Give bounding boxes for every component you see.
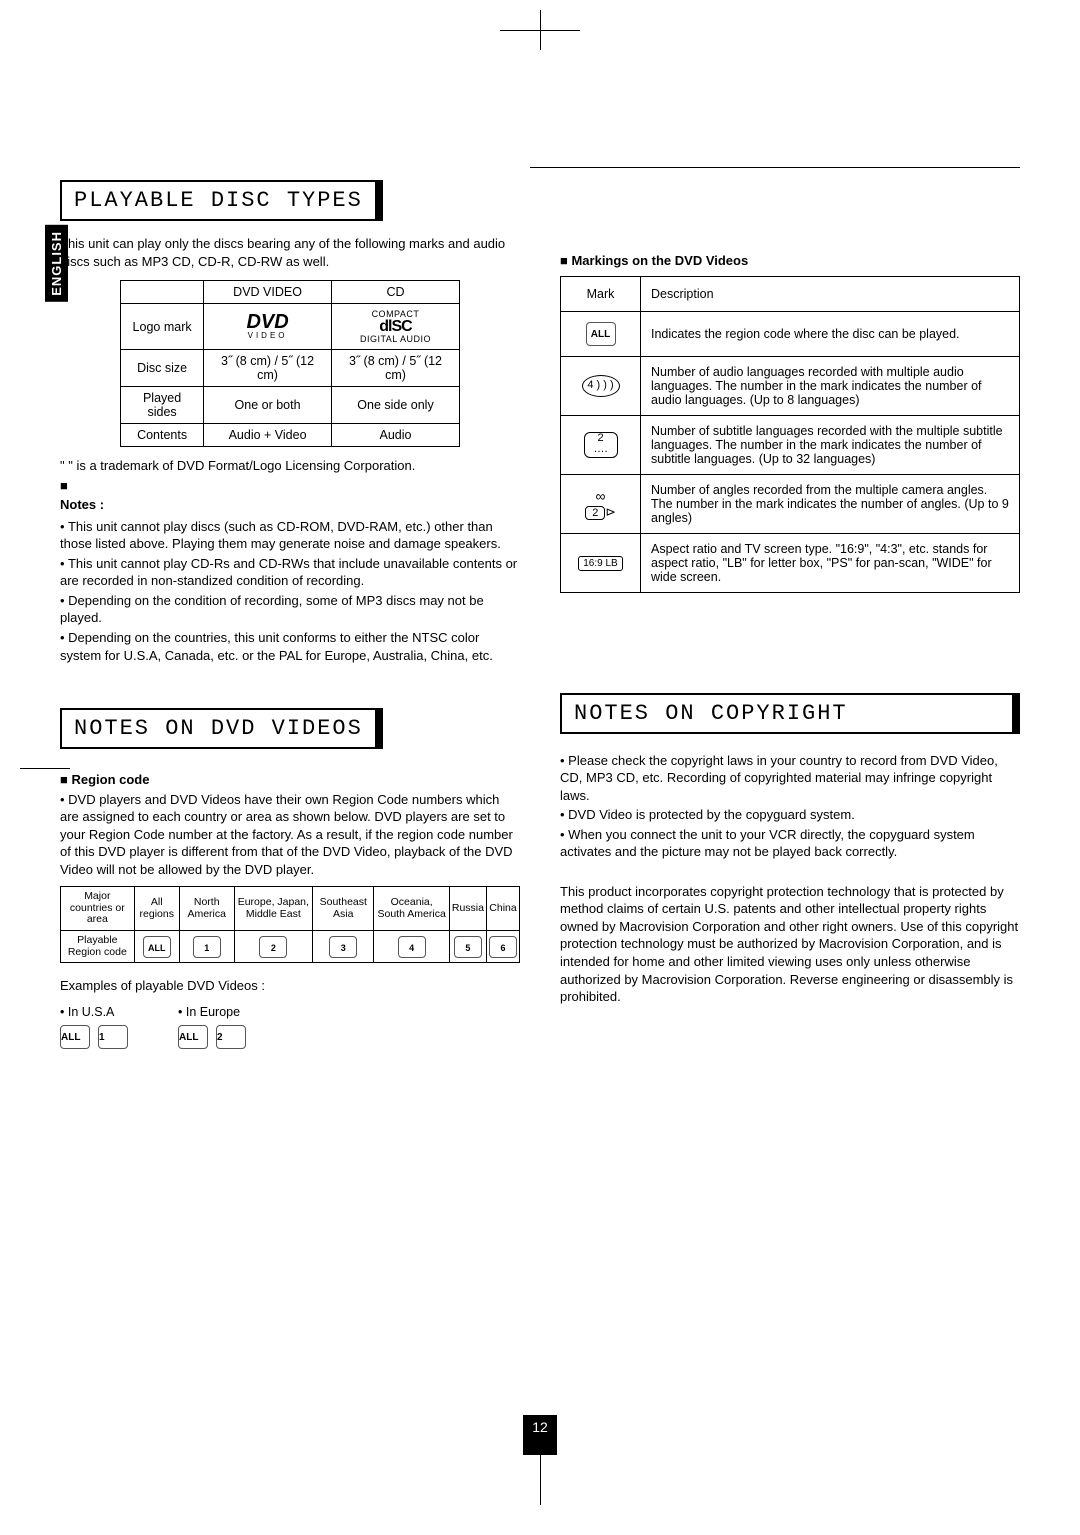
page-content: ENGLISH PLAYABLE DISC TYPES This unit ca… <box>60 180 1020 1049</box>
left-column: PLAYABLE DISC TYPES This unit can play o… <box>60 180 520 1049</box>
notes-label: Notes : <box>60 477 520 495</box>
markings-table: Mark Description ALL Indicates the regio… <box>560 276 1020 593</box>
copyright-b2: DVD Video is protected by the copyguard … <box>560 806 1020 824</box>
note-3: Depending on the condition of recording,… <box>60 592 520 627</box>
rt-h2: North America <box>179 887 234 931</box>
dvd-contents: Audio + Video <box>204 424 332 447</box>
row-sides-label: Played sides <box>121 387 204 424</box>
rt-row2-label: Playable Region code <box>61 931 135 963</box>
markings-head-desc: Description <box>641 276 1020 311</box>
ex-eu-all: ALL <box>178 1025 208 1049</box>
playable-notes: This unit cannot play discs (such as CD-… <box>60 518 520 664</box>
region-icon-6: 6 <box>489 936 517 958</box>
ex-usa-1: 1 <box>98 1025 128 1049</box>
mark1-icon: ALL <box>586 322 616 346</box>
notes-label-text: Notes : <box>60 496 520 514</box>
rt-h5: Oceania, South America <box>374 887 449 931</box>
right-column: Markings on the DVD Videos Mark Descript… <box>560 180 1020 1049</box>
region-text: DVD players and DVD Videos have their ow… <box>60 792 513 877</box>
cd-sides: One side only <box>331 387 459 424</box>
note-2: This unit cannot play CD-Rs and CD-RWs t… <box>60 555 520 590</box>
mark4-desc: Number of angles recorded from the multi… <box>641 474 1020 533</box>
dvd-size: 3˝ (8 cm) / 5˝ (12 cm) <box>204 350 332 387</box>
region-icon-1: 1 <box>193 936 221 958</box>
rt-h4: Southeast Asia <box>313 887 374 931</box>
region-icon-2: 2 <box>259 936 287 958</box>
mark2-desc: Number of audio languages recorded with … <box>641 356 1020 415</box>
rt-h1: All regions <box>134 887 179 931</box>
mark2-icon: 4 ) ) ) <box>582 375 620 397</box>
copyright-para: This product incorporates copyright prot… <box>560 883 1020 1006</box>
rt-h6: Russia <box>449 887 486 931</box>
playable-title: PLAYABLE DISC TYPES <box>60 180 383 221</box>
trademark-note: " " is a trademark of DVD Format/Logo Li… <box>60 457 520 475</box>
crop-mark-top <box>500 10 580 50</box>
markings-heading: Markings on the DVD Videos <box>560 252 1020 270</box>
copyright-title: NOTES ON COPYRIGHT <box>560 693 1020 734</box>
language-tab: ENGLISH <box>45 225 68 302</box>
ex-eu-2: 2 <box>216 1025 246 1049</box>
row-logo-label: Logo mark <box>121 304 204 350</box>
copyright-bullets: Please check the copyright laws in your … <box>560 752 1020 861</box>
notes-dvd-title: NOTES ON DVD VIDEOS <box>60 708 383 749</box>
mark5-icon: 16:9 LB <box>578 556 622 571</box>
mark5-desc: Aspect ratio and TV screen type. "16:9",… <box>641 533 1020 592</box>
spec-head-cd: CD <box>331 281 459 304</box>
cd-size: 3˝ (8 cm) / 5˝ (12 cm) <box>331 350 459 387</box>
region-icon-4: 4 <box>398 936 426 958</box>
rt-h3: Europe, Japan, Middle East <box>234 887 313 931</box>
ex-usa-label: • In U.S.A <box>60 1005 128 1019</box>
examples-row: • In U.S.A ALL 1 • In Europe ALL 2 <box>60 1005 520 1049</box>
examples-label: Examples of playable DVD Videos : <box>60 977 520 995</box>
ex-usa-all: ALL <box>60 1025 90 1049</box>
spec-head-dvd: DVD VIDEO <box>204 281 332 304</box>
cd-contents: Audio <box>331 424 459 447</box>
note-1: This unit cannot play discs (such as CD-… <box>60 518 520 553</box>
rt-h0: Major countries or area <box>61 887 135 931</box>
copyright-b3: When you connect the unit to your VCR di… <box>560 826 1020 861</box>
row-size-label: Disc size <box>121 350 204 387</box>
mark3-icon: 2 …. <box>584 432 618 458</box>
region-heading: Region code <box>60 771 520 789</box>
top-rule <box>530 167 1020 168</box>
region-table: Major countries or area All regions Nort… <box>60 886 520 963</box>
region-icon-5: 5 <box>454 936 482 958</box>
region-icon-3: 3 <box>329 936 357 958</box>
page-number: 12 <box>523 1415 557 1455</box>
markings-head-mark: Mark <box>561 276 641 311</box>
disc-spec-table: DVD VIDEO CD Logo mark DVD VIDEO COMPACT… <box>120 280 460 447</box>
dvd-logo-cell: DVD VIDEO <box>204 304 332 350</box>
ex-eu-label: • In Europe <box>178 1005 246 1019</box>
playable-intro: This unit can play only the discs bearin… <box>60 235 520 270</box>
mark4-icon: 2 <box>585 506 605 520</box>
mark3-desc: Number of subtitle languages recorded wi… <box>641 415 1020 474</box>
cd-logo-cell: COMPACT dlSC DIGITAL AUDIO <box>331 304 459 350</box>
dvd-sides: One or both <box>204 387 332 424</box>
mark1-desc: Indicates the region code where the disc… <box>641 311 1020 356</box>
row-contents-label: Contents <box>121 424 204 447</box>
note-4: Depending on the countries, this unit co… <box>60 629 520 664</box>
copyright-b1: Please check the copyright laws in your … <box>560 752 1020 805</box>
rt-h7: China <box>486 887 519 931</box>
region-icon-all: ALL <box>143 936 171 958</box>
